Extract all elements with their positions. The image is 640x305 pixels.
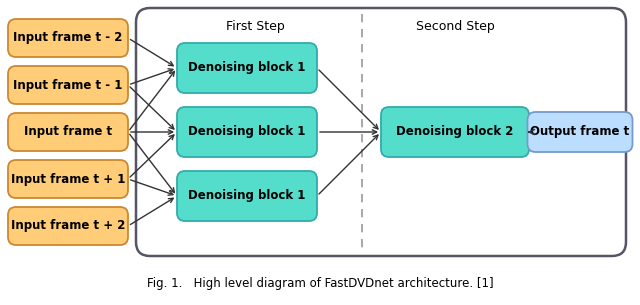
- Text: Second Step: Second Step: [415, 20, 494, 33]
- FancyBboxPatch shape: [177, 107, 317, 157]
- FancyBboxPatch shape: [8, 207, 128, 245]
- FancyBboxPatch shape: [381, 107, 529, 157]
- Text: Input frame t: Input frame t: [24, 125, 112, 138]
- FancyBboxPatch shape: [8, 160, 128, 198]
- FancyBboxPatch shape: [177, 43, 317, 93]
- Text: Denoising block 1: Denoising block 1: [188, 62, 306, 74]
- FancyBboxPatch shape: [8, 66, 128, 104]
- Text: Input frame t - 1: Input frame t - 1: [13, 78, 123, 92]
- Text: Output frame t: Output frame t: [531, 125, 630, 138]
- FancyBboxPatch shape: [177, 171, 317, 221]
- Text: Input frame t + 2: Input frame t + 2: [11, 220, 125, 232]
- Text: Input frame t - 2: Input frame t - 2: [13, 31, 123, 45]
- Text: Denoising block 1: Denoising block 1: [188, 189, 306, 203]
- FancyBboxPatch shape: [136, 8, 626, 256]
- Text: Denoising block 2: Denoising block 2: [396, 125, 514, 138]
- FancyBboxPatch shape: [8, 113, 128, 151]
- Text: First Step: First Step: [226, 20, 284, 33]
- Text: Denoising block 1: Denoising block 1: [188, 125, 306, 138]
- Text: Input frame t + 1: Input frame t + 1: [11, 173, 125, 185]
- Text: Fig. 1.   High level diagram of FastDVDnet architecture. [1]: Fig. 1. High level diagram of FastDVDnet…: [147, 278, 493, 290]
- FancyBboxPatch shape: [8, 19, 128, 57]
- FancyBboxPatch shape: [527, 112, 632, 152]
